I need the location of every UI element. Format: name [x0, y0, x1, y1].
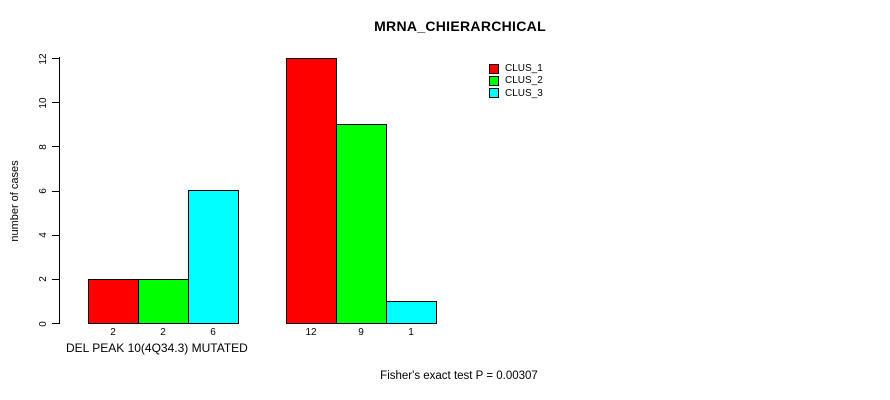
- legend-swatch-icon: [489, 75, 499, 86]
- y-axis-tick-label: 0: [38, 320, 49, 327]
- y-axis-tick-label: 12: [38, 52, 49, 65]
- bar-clus_2-group2: [336, 124, 387, 324]
- y-axis-tick: [52, 234, 59, 236]
- bar-clus_3-group1: [188, 190, 239, 324]
- y-axis-tick: [52, 146, 59, 148]
- legend-item-label: CLUS_3: [505, 87, 543, 99]
- legend-item-clus_3: CLUS_3: [489, 88, 543, 99]
- x-axis-label: DEL PEAK 10(4Q34.3) MUTATED: [66, 341, 248, 355]
- bar-tick-label: 2: [160, 327, 166, 338]
- y-axis-tick-label: 2: [38, 276, 49, 283]
- y-axis-tick: [52, 58, 59, 59]
- bar-tick-label: 9: [358, 327, 364, 338]
- legend-swatch-icon: [489, 88, 499, 99]
- y-axis-tick-label: 8: [38, 144, 49, 150]
- annotation-text: Fisher's exact test P = 0.00307: [380, 370, 538, 382]
- y-axis-tick-label: 4: [38, 232, 49, 238]
- chart-title: MRNA_CHIERARCHICAL: [374, 18, 546, 34]
- legend-item-clus_1: CLUS_1: [489, 63, 543, 74]
- y-axis-line: [59, 57, 60, 324]
- bar-tick-label: 6: [210, 327, 216, 338]
- y-axis-tick-label: 6: [38, 188, 49, 194]
- legend-item-clus_2: CLUS_2: [489, 75, 543, 86]
- bar-clus_1-group2: [286, 58, 337, 324]
- y-axis-tick: [52, 278, 59, 280]
- bar-tick-label: 2: [110, 327, 116, 338]
- y-axis-tick: [52, 323, 59, 324]
- bar-clus_1-group1: [88, 279, 139, 324]
- y-axis-tick-label: 10: [38, 97, 49, 109]
- legend-item-label: CLUS_2: [505, 75, 543, 87]
- y-axis-tick: [52, 102, 59, 104]
- bar-clus_3-group2: [386, 301, 437, 324]
- bar-tick-label: 1: [408, 327, 414, 338]
- legend-item-label: CLUS_1: [505, 63, 543, 74]
- legend-swatch-icon: [489, 63, 499, 74]
- bar-clus_2-group1: [138, 279, 189, 324]
- y-axis-tick: [52, 190, 59, 192]
- bar-tick-label: 12: [305, 327, 317, 338]
